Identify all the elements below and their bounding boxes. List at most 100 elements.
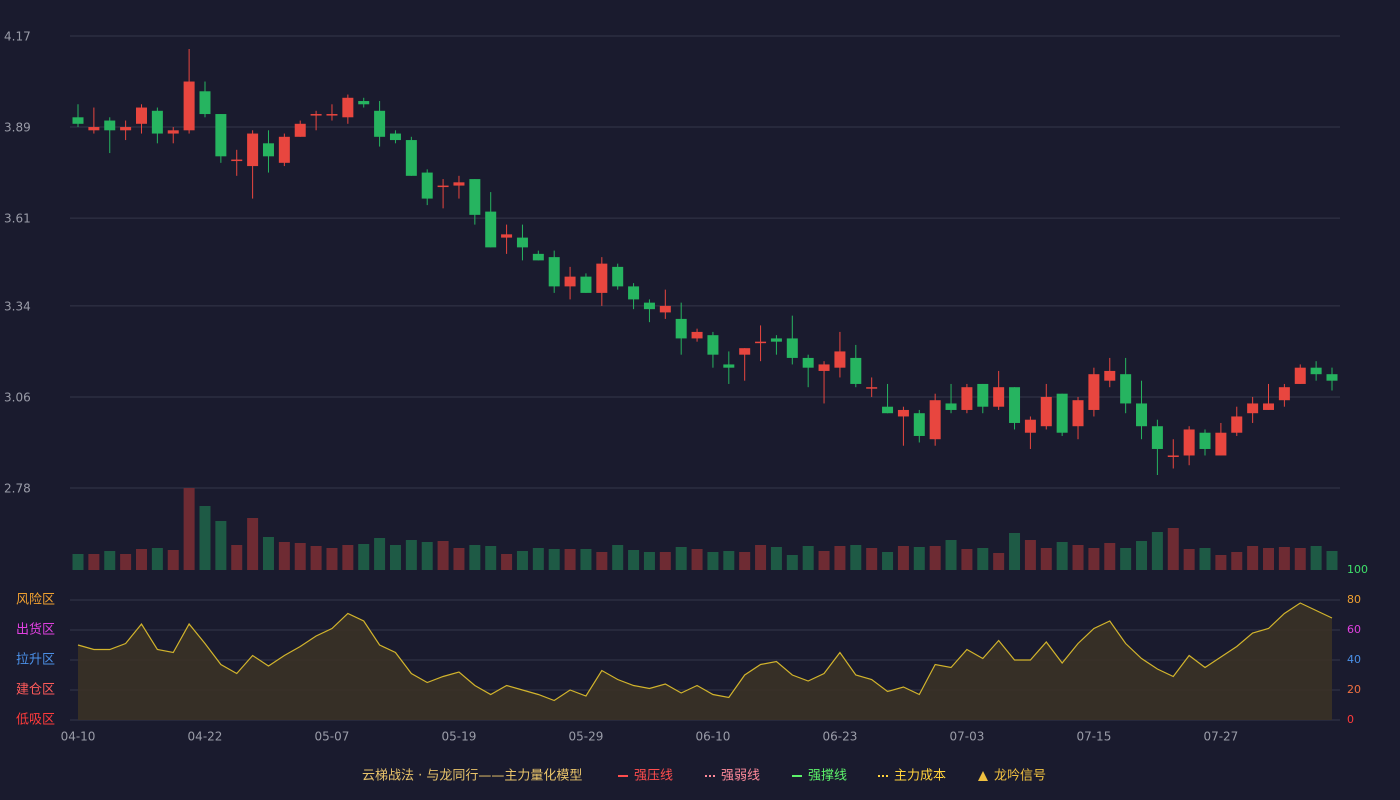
volume-bar <box>215 521 227 570</box>
x-tick-label: 06-23 <box>822 730 857 744</box>
candle-body <box>977 383 989 407</box>
legend-label: 强压线 <box>634 769 673 784</box>
volume-bar <box>453 548 465 570</box>
volume-bar <box>961 549 973 570</box>
candle-body <box>1120 374 1132 404</box>
volume-bar <box>675 547 687 570</box>
volume-bar <box>135 549 147 570</box>
candle-body <box>1231 416 1243 433</box>
candle-body <box>1294 367 1306 384</box>
candle-body <box>1167 455 1179 457</box>
volume-bar <box>199 506 211 570</box>
volume-bar <box>723 551 735 570</box>
candle-body <box>1136 403 1148 427</box>
volume-bar <box>882 552 894 570</box>
candle-body <box>88 127 100 131</box>
volume-bar <box>1120 548 1132 570</box>
volume-bar <box>1024 540 1036 570</box>
candle-body <box>231 159 243 162</box>
candle-body <box>469 179 481 215</box>
y-tick-label: 100 <box>1347 563 1368 576</box>
candle-body <box>1199 432 1211 449</box>
volume-bar <box>596 552 608 570</box>
candle-body <box>786 338 798 358</box>
candle-body <box>1215 432 1227 456</box>
candle-body <box>929 400 941 440</box>
y-tick-label: 2.78 <box>4 482 31 496</box>
volume-bar <box>1294 548 1306 570</box>
candle-body <box>262 143 274 157</box>
candle-body <box>770 338 782 342</box>
candle-body <box>247 133 259 167</box>
volume-bar <box>945 540 957 570</box>
volume-bar <box>1231 552 1243 570</box>
volume-bar <box>501 554 513 570</box>
candle-body <box>167 130 179 134</box>
x-tick-label: 05-19 <box>442 730 477 744</box>
volume-bar <box>564 549 576 570</box>
y-tick-label: 3.34 <box>4 299 31 313</box>
candle-body <box>135 107 147 124</box>
candle-body <box>1151 426 1163 449</box>
x-tick-label: 07-27 <box>1203 730 1238 744</box>
candle-body <box>993 387 1005 407</box>
zone-label: 低吸区 <box>16 713 55 728</box>
zone-label: 拉升区 <box>16 653 55 668</box>
volume-bar <box>120 554 132 570</box>
candle-body <box>1263 403 1275 410</box>
candle-body <box>389 133 401 141</box>
x-tick-label: 04-10 <box>61 730 96 744</box>
volume-bar <box>993 553 1005 570</box>
candle-body <box>532 253 544 261</box>
volume-bar <box>707 552 719 570</box>
volume-bar <box>1215 555 1227 570</box>
zone-label: 风险区 <box>16 593 55 608</box>
y-tick-label: 80 <box>1347 593 1361 606</box>
candle-body <box>643 302 655 310</box>
volume-bar <box>929 546 941 570</box>
candle-body <box>1056 393 1068 433</box>
candle-body <box>612 266 624 287</box>
candle-body <box>913 413 925 436</box>
candle-body <box>104 120 116 131</box>
volume-bar <box>786 555 798 570</box>
candle-body <box>485 211 497 248</box>
candle-body <box>72 117 84 124</box>
volume-bar <box>358 544 370 570</box>
volume-bar <box>1136 541 1148 570</box>
candle-body <box>675 318 687 339</box>
candle-body <box>628 286 640 300</box>
legend-marker <box>978 771 988 781</box>
candle-body <box>961 387 973 410</box>
volume-bar <box>374 538 386 570</box>
candle-body <box>405 140 417 176</box>
volume-bar <box>1263 548 1275 570</box>
candle-body <box>278 136 290 163</box>
volume-bar <box>1326 551 1338 570</box>
candle-body <box>707 335 719 355</box>
x-tick-label: 05-29 <box>569 730 604 744</box>
candle-body <box>834 351 846 368</box>
candle-body <box>1040 396 1052 427</box>
candle-body <box>342 97 354 118</box>
volume-bar <box>437 541 449 570</box>
legend-label: 主力成本 <box>894 769 946 784</box>
volume-bar <box>643 552 655 570</box>
volume-bar <box>834 546 846 570</box>
candle-body <box>1009 387 1021 423</box>
candle-body <box>1310 367 1322 375</box>
candle-body <box>866 387 878 389</box>
volume-bar <box>421 542 433 570</box>
volume-bar <box>1088 548 1100 570</box>
volume-bar <box>310 546 322 570</box>
x-tick-label: 07-15 <box>1076 730 1111 744</box>
y-tick-label: 3.89 <box>4 121 31 135</box>
volume-bar <box>659 552 671 570</box>
volume-bar <box>913 547 925 570</box>
volume-bar <box>342 545 354 570</box>
volume-bar <box>580 549 592 570</box>
volume-bar <box>818 551 830 570</box>
volume-bar <box>72 554 84 570</box>
volume-bar <box>770 547 782 570</box>
